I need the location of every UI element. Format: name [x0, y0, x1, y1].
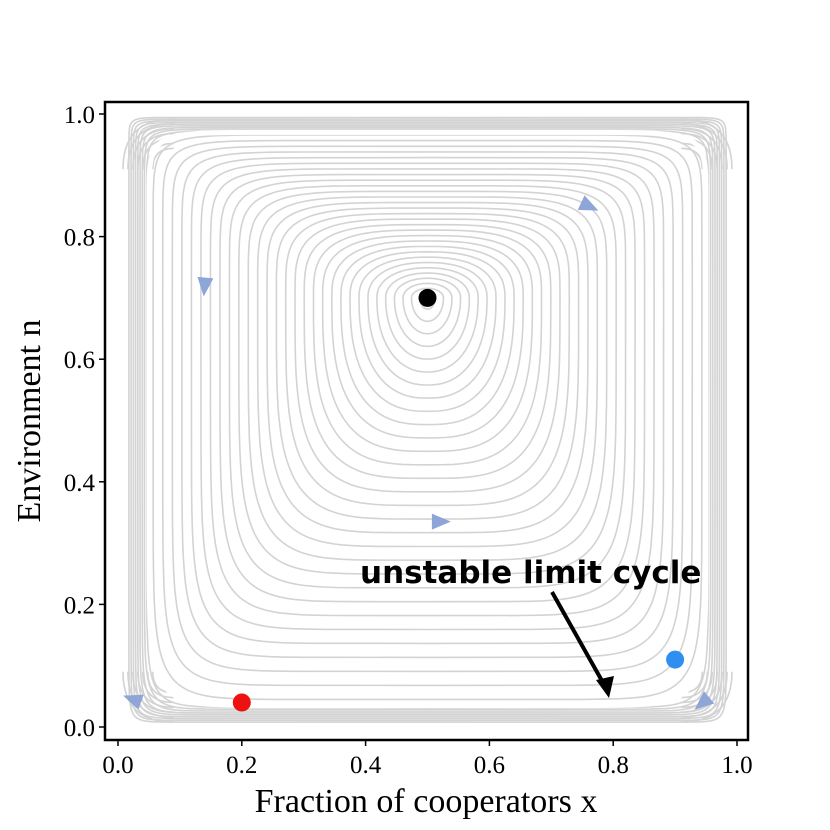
streamline-inner [171, 145, 684, 673]
streamline-inner [376, 267, 479, 373]
y-axis-ticks: 0.0 0.2 0.4 0.6 0.8 1.0 [64, 102, 105, 742]
y-tick-label: 1.0 [64, 102, 95, 129]
flow-arrow [197, 276, 214, 297]
streamline-inner [294, 218, 561, 493]
streamline-inner [256, 196, 599, 548]
x-tick-label: 0.0 [102, 752, 133, 779]
streamline-inner [321, 234, 534, 453]
streamline-inner [237, 185, 618, 575]
flow-arrow [123, 694, 144, 710]
streamline-corner [127, 123, 174, 170]
streamline-inner [161, 139, 694, 687]
streamline-inner [303, 223, 552, 480]
annotation-text: unstable limit cycle [360, 555, 701, 591]
streamline-corner [681, 671, 733, 723]
y-axis-title: Environment n [11, 319, 48, 522]
streamline-inner [402, 282, 453, 335]
streamline-inner [358, 256, 497, 399]
limit-cycle-curve [146, 129, 709, 708]
y-tick-label: 0.6 [64, 347, 95, 374]
blue-point [666, 650, 685, 669]
flow-arrow [431, 513, 451, 530]
streamline-corner [132, 671, 174, 714]
annotation-arrow-head [596, 676, 614, 698]
streamline-inner [200, 162, 655, 631]
streamline-inner [181, 151, 674, 659]
streamline-inner [284, 212, 571, 507]
annotation: unstable limit cycle [360, 555, 701, 698]
fixed-points [232, 288, 685, 712]
streamline-outer [132, 120, 723, 720]
streamline-corner [137, 132, 174, 170]
y-tick-label: 0.8 [64, 225, 95, 252]
x-tick-label: 1.0 [721, 752, 752, 779]
streamline-corner [681, 132, 718, 170]
streamline-corner [122, 118, 174, 170]
streamline-corner [151, 147, 174, 170]
streamline-inner [410, 287, 445, 323]
x-axis-title: Fraction of cooperators x [255, 783, 598, 820]
streamline-corner [681, 118, 733, 170]
streamlines [122, 116, 733, 723]
x-tick-label: 0.4 [350, 752, 382, 779]
streamline-inner [367, 261, 488, 386]
streamline-corner [681, 671, 709, 699]
flow-arrow [577, 195, 599, 211]
unstable-limit-cycle [146, 129, 709, 708]
streamline-corner [681, 123, 728, 170]
y-tick-label: 0.4 [64, 470, 96, 497]
streamline-inner [266, 201, 589, 534]
streamline-outer [137, 123, 718, 716]
streamline-inner [190, 156, 665, 645]
streamline-corner [142, 671, 174, 704]
streamline-corner [681, 671, 728, 718]
streamline-corner [122, 671, 174, 723]
streamline-corner [132, 127, 174, 170]
x-tick-label: 0.8 [598, 752, 629, 779]
x-tick-label: 0.2 [226, 752, 257, 779]
streamline-corner [681, 147, 704, 170]
flow-arrows [123, 195, 715, 710]
streamline-inner [393, 277, 462, 348]
annotation-arrow-line [550, 591, 608, 689]
streamline-inner [209, 168, 646, 617]
streamline-outer [128, 116, 727, 723]
streamline-corner [137, 671, 174, 709]
streamline-inner [330, 240, 525, 439]
plot-frame [103, 100, 750, 742]
streamline-corner [681, 127, 723, 170]
center [418, 288, 437, 307]
streamline-corner [146, 671, 174, 699]
streamline-inner [152, 134, 703, 701]
streamline-outer [130, 118, 725, 722]
streamline-outer [139, 125, 716, 714]
flow-arrow [694, 691, 715, 710]
streamline-inner [247, 190, 608, 562]
red-point [232, 693, 251, 712]
streamline-inner [340, 245, 515, 426]
streamline-inner [219, 173, 636, 603]
x-tick-label: 0.6 [474, 752, 505, 779]
streamline-inner [275, 207, 580, 520]
x-axis-ticks: 0.0 0.2 0.4 0.6 0.8 1.0 [102, 740, 753, 779]
y-tick-label: 0.0 [64, 715, 95, 742]
streamline-inner [349, 250, 506, 413]
streamline-inner [312, 229, 543, 466]
streamline-inner [228, 179, 627, 589]
streamline-outer [143, 128, 712, 710]
streamline-inner [384, 272, 471, 360]
y-tick-label: 0.2 [64, 592, 95, 619]
